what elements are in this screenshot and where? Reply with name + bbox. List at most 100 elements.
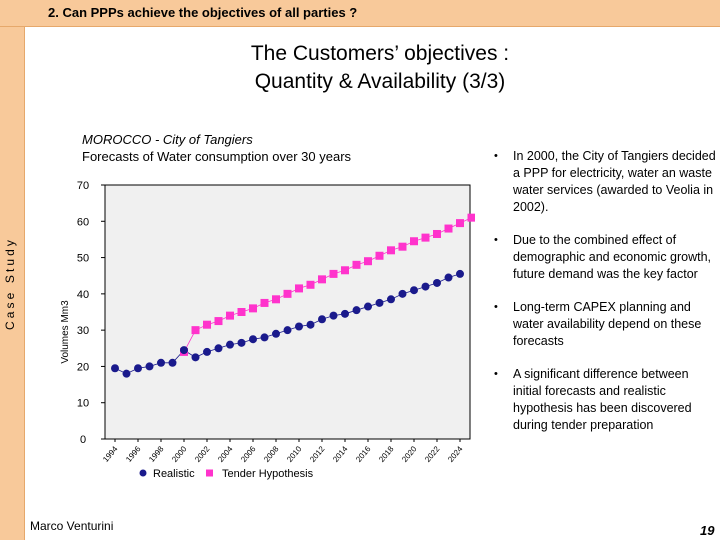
y-tick-label: 10: [77, 398, 89, 410]
realistic-point: [260, 333, 269, 342]
realistic-point: [295, 322, 303, 331]
realistic-point: [306, 320, 315, 329]
tender-point: [456, 219, 464, 228]
slide-title: The Customers’ objectives : Quantity & A…: [160, 40, 600, 96]
x-tick-label: 2000: [170, 444, 189, 464]
realistic-point: [168, 358, 177, 367]
tender-point: [444, 224, 453, 233]
realistic-point: [341, 309, 349, 318]
tender-point: [272, 295, 280, 304]
realistic-point: [157, 358, 165, 367]
realistic-point: [283, 326, 292, 335]
y-tick-label: 60: [77, 216, 89, 228]
bullet-text: In 2000, the City of Tangiers decided a …: [513, 149, 716, 214]
x-tick-label: 2004: [216, 444, 235, 464]
x-tick-label: 2016: [354, 444, 373, 464]
realistic-point: [318, 315, 326, 324]
tender-point: [306, 280, 315, 289]
legend-tender-label: Tender Hypothesis: [222, 468, 314, 480]
realistic-point: [237, 338, 246, 347]
x-tick-label: 2010: [285, 444, 304, 464]
chart-caption-subtitle: Forecasts of Water consumption over 30 y…: [82, 149, 352, 164]
x-tick-label: 2020: [400, 444, 419, 464]
tender-point: [467, 213, 475, 222]
bullet-text: A significant difference between initial…: [513, 367, 692, 432]
bullet-icon: •: [494, 234, 498, 246]
x-tick-label: 2008: [262, 444, 281, 464]
realistic-point: [134, 364, 142, 373]
x-tick-label: 2024: [446, 444, 465, 464]
y-tick-label: 30: [77, 325, 89, 337]
tender-point: [387, 246, 395, 255]
realistic-point: [272, 329, 280, 338]
x-tick-label: 2022: [423, 444, 442, 464]
legend-realistic-label: Realistic: [153, 468, 195, 480]
tender-point: [421, 233, 430, 242]
bullet-item: • In 2000, the City of Tangiers decided a…: [492, 148, 717, 216]
page-number: 19: [700, 523, 715, 538]
tender-point: [260, 298, 269, 307]
bullet-icon: •: [494, 150, 498, 162]
realistic-point: [214, 344, 223, 353]
tender-point: [352, 260, 361, 269]
chart-caption: MOROCCO - City of Tangiers Forecasts of …: [82, 131, 351, 165]
y-tick-label: 50: [77, 253, 89, 265]
tender-point: [191, 326, 200, 335]
realistic-point: [410, 286, 418, 295]
y-axis-label: Volumes Mm3: [60, 300, 71, 364]
tender-point: [364, 257, 372, 266]
tender-point: [398, 242, 407, 251]
tender-point: [341, 266, 349, 275]
tender-point: [318, 275, 326, 284]
bullet-icon: •: [494, 301, 498, 313]
x-tick-label: 1994: [101, 444, 120, 464]
tender-point: [329, 269, 338, 278]
bullet-text: Due to the combined effect of demographi…: [513, 233, 712, 281]
bullet-icon: •: [494, 368, 498, 380]
x-tick-label: 2014: [331, 444, 350, 464]
y-tick-label: 20: [77, 361, 89, 373]
tender-point: [203, 320, 211, 329]
chart-caption-city: MOROCCO - City of Tangiers: [82, 132, 253, 147]
tender-point: [237, 308, 246, 316]
legend-tender-marker: [206, 469, 213, 477]
realistic-point: [226, 340, 234, 349]
bullet-item: • A significant difference between initia…: [492, 366, 717, 434]
top-accent-band: [0, 0, 720, 27]
realistic-point: [433, 278, 441, 287]
section-heading: 2. Can PPPs achieve the objectives of al…: [48, 5, 358, 20]
footer-author: Marco Venturini: [30, 519, 114, 533]
plot-area: [104, 184, 471, 440]
legend-realistic-marker: [139, 469, 147, 477]
realistic-point: [364, 302, 372, 311]
tender-point: [249, 304, 257, 313]
x-tick-label: 2018: [377, 444, 396, 464]
slide-title-line-2: Quantity & Availability (3/3): [254, 70, 506, 93]
realistic-point: [387, 295, 395, 304]
bullet-list: • In 2000, the City of Tangiers decided a…: [492, 148, 717, 450]
x-tick-label: 1998: [147, 444, 166, 464]
realistic-point: [145, 362, 154, 371]
realistic-point: [111, 364, 119, 373]
realistic-point: [203, 347, 211, 356]
x-tick-label: 2006: [239, 444, 258, 464]
realistic-point: [329, 311, 338, 320]
x-tick-label: 2002: [193, 444, 212, 464]
realistic-point: [421, 282, 430, 291]
tender-point: [226, 311, 234, 320]
tender-point: [410, 237, 418, 246]
realistic-point: [180, 346, 188, 355]
realistic-point: [398, 289, 407, 298]
y-tick-label: 0: [80, 434, 86, 446]
realistic-point: [191, 353, 200, 362]
x-tick-label: 2012: [308, 444, 327, 464]
bullet-item: • Due to the combined effect of demograph…: [492, 232, 717, 283]
slide-title-line-1: The Customers’ objectives :: [250, 42, 510, 65]
bullet-text: Long-term CAPEX planning and water avail…: [513, 300, 702, 348]
bullet-item: • Long-term CAPEX planning and water avai…: [492, 299, 717, 350]
case-study-label: Case Study: [3, 236, 17, 330]
realistic-point: [456, 269, 464, 278]
realistic-point: [352, 306, 361, 315]
realistic-point: [375, 298, 384, 307]
